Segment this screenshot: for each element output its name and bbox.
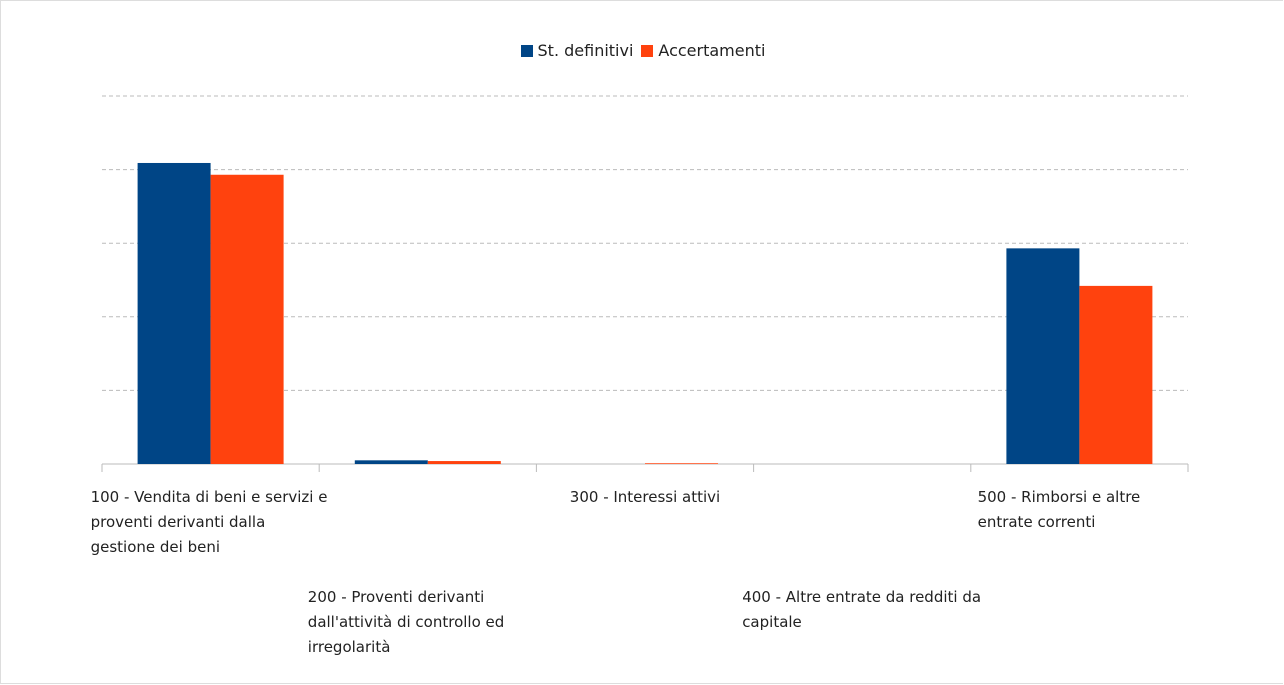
legend-item: St. definitivi — [520, 41, 634, 60]
legend: St. definitivi Accertamenti — [1, 41, 1284, 61]
x-tick-label: 200 - Proventi derivanti dall'attività d… — [307, 588, 505, 656]
bar — [427, 461, 501, 464]
legend-label: St. definitivi — [537, 41, 634, 60]
bar — [210, 174, 284, 464]
bar — [1079, 285, 1153, 464]
legend-item: Accertamenti — [641, 41, 765, 60]
bar — [645, 463, 718, 464]
legend-label: Accertamenti — [658, 41, 766, 60]
x-tick-label: 400 - Altre entrate da redditi da capita… — [742, 588, 982, 631]
bar — [1006, 248, 1080, 464]
legend-swatch — [520, 44, 533, 57]
x-tick-label: 300 - Interessi attivi — [569, 488, 721, 506]
bar — [137, 162, 211, 464]
x-tick-label: 500 - Rimborsi e altre entrate correnti — [977, 488, 1141, 531]
bar — [354, 460, 428, 464]
x-tick-label: 100 - Vendita di beni e servizi e proven… — [90, 488, 328, 556]
legend-swatch — [641, 44, 654, 57]
